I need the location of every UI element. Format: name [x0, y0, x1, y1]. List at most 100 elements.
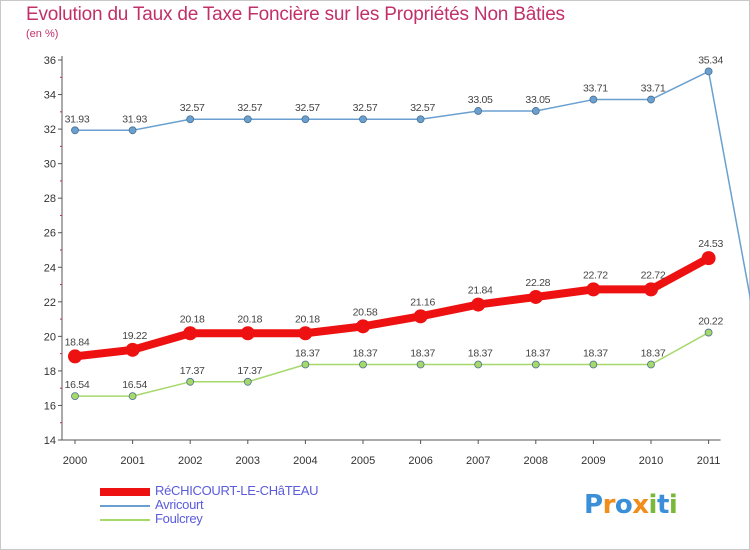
- series-line-0: [71, 254, 713, 361]
- legend-label-rechicourt: RéCHICOURT-LE-CHâTEAU: [155, 483, 319, 498]
- data-label-1-0: 31.93: [65, 113, 90, 125]
- data-label-2-2: 17.37: [180, 365, 205, 377]
- legend-item-foulcrey: Foulcrey: [100, 511, 400, 527]
- data-point-0-9: [586, 282, 601, 297]
- data-label-2-1: 16.54: [122, 379, 147, 391]
- data-point-2-1: [128, 392, 137, 401]
- data-point-0-5: [356, 319, 370, 334]
- legend-swatch-avricourt: [100, 505, 150, 507]
- data-label-2-11: 20.22: [698, 316, 723, 328]
- logo-letter: r: [602, 490, 616, 520]
- y-tick-label: 16: [44, 400, 56, 412]
- x-tick-label: 2006: [408, 455, 432, 467]
- data-label-0-10: 22.72: [641, 269, 666, 281]
- x-tick-label: 2003: [236, 455, 260, 467]
- y-tick-label: 36: [44, 55, 56, 67]
- data-label-2-0: 16.54: [65, 379, 90, 391]
- series-layer: [68, 67, 750, 401]
- data-point-0-7: [471, 297, 486, 312]
- legend-item-rechicourt: RéCHICOURT-LE-CHâTEAU: [100, 483, 400, 499]
- data-label-2-5: 18.37: [353, 348, 378, 360]
- y-tick-label: 30: [44, 159, 56, 171]
- data-label-1-11: 35.34: [698, 54, 723, 66]
- data-point-0-0: [68, 349, 82, 364]
- axes: 14 16 18 20 22 24 26 28 30 32 34 36 2000 2001 2002 2003…: [44, 55, 721, 467]
- y-tick-label: 18: [44, 366, 56, 378]
- data-label-0-8: 22.28: [525, 277, 550, 289]
- data-label-2-6: 18.37: [410, 348, 435, 360]
- data-label-0-9: 22.72: [583, 269, 608, 281]
- data-point-1-3: [243, 115, 252, 124]
- legend-item-avricourt: Avricourt: [100, 497, 400, 513]
- data-point-1-10: [647, 95, 655, 104]
- data-point-1-1: [128, 126, 137, 135]
- legend-swatch-rechicourt: [100, 488, 150, 496]
- unit-label: (en %): [26, 28, 59, 40]
- data-point-2-3: [243, 377, 252, 386]
- data-label-0-0: 18.84: [65, 336, 90, 348]
- data-label-2-9: 18.37: [583, 348, 608, 360]
- x-tick-label: 2009: [581, 455, 605, 467]
- data-point-1-6: [416, 115, 425, 124]
- data-point-0-8: [528, 289, 543, 304]
- logo-letter: i: [668, 490, 678, 520]
- x-tick-label: 2011: [697, 455, 721, 467]
- y-tick-label: 32: [44, 124, 56, 136]
- data-label-1-3: 32.57: [237, 102, 262, 114]
- data-label-2-7: 18.37: [468, 348, 493, 360]
- data-point-2-5: [359, 360, 367, 369]
- data-label-2-4: 18.37: [295, 348, 320, 360]
- data-label-0-7: 21.84: [468, 285, 493, 297]
- data-label-1-8: 33.05: [525, 94, 550, 106]
- data-label-1-6: 32.57: [410, 102, 435, 114]
- data-label-1-5: 32.57: [353, 102, 378, 114]
- data-point-0-1: [125, 342, 140, 357]
- x-tick-label: 2004: [293, 455, 317, 467]
- series-line-2: [74, 331, 710, 397]
- data-label-1-7: 33.05: [468, 94, 493, 106]
- data-point-1-4: [301, 115, 310, 124]
- data-label-0-4: 20.18: [295, 313, 320, 325]
- y-tick-label: 20: [44, 331, 56, 343]
- data-label-0-3: 20.18: [237, 313, 262, 325]
- data-label-1-4: 32.57: [295, 102, 320, 114]
- data-label-1-2: 32.57: [180, 102, 205, 114]
- data-point-2-8: [531, 360, 540, 369]
- data-point-0-10: [644, 282, 658, 297]
- data-label-1-10: 33.71: [641, 83, 666, 95]
- data-point-2-11: [704, 328, 713, 337]
- legend: RéCHICOURT-LE-CHâTEAU Avricourt Foulcrey: [100, 483, 400, 527]
- data-point-1-5: [359, 115, 367, 124]
- data-point-2-9: [589, 360, 598, 369]
- data-point-0-3: [240, 326, 255, 341]
- y-tick-label: 22: [44, 297, 56, 309]
- x-tick-label: 2002: [178, 455, 202, 467]
- x-tick-label: 2001: [120, 455, 144, 467]
- y-tick-label: 34: [44, 90, 56, 102]
- data-point-2-10: [647, 360, 655, 369]
- data-label-2-8: 18.37: [525, 348, 550, 360]
- logo-letter: t: [656, 490, 669, 520]
- legend-label-avricourt: Avricourt: [155, 497, 204, 512]
- data-point-0-4: [298, 326, 313, 341]
- legend-swatch-foulcrey: [100, 519, 150, 521]
- data-point-1-8: [531, 107, 540, 115]
- data-label-2-10: 18.37: [641, 348, 666, 360]
- data-point-1-2: [186, 115, 195, 124]
- data-label-0-6: 21.16: [410, 296, 435, 308]
- x-tick-label: 2010: [639, 455, 663, 467]
- data-point-1-9: [589, 95, 598, 104]
- legend-label-foulcrey: Foulcrey: [155, 511, 203, 526]
- data-label-0-1: 19.22: [122, 330, 147, 342]
- data-label-1-9: 33.71: [583, 83, 608, 95]
- data-point-2-7: [474, 360, 483, 369]
- chart-title: Evolution du Taux de Taxe Foncière sur l…: [26, 4, 565, 25]
- y-tick-label: 26: [44, 228, 56, 240]
- data-label-2-3: 17.37: [237, 365, 262, 377]
- data-point-2-0: [71, 392, 79, 401]
- data-label-0-11: 24.53: [698, 238, 723, 250]
- data-label-layer: 16.54 16.54 17.37 17.37 18.37 18.37 18.37 18.37…: [65, 54, 724, 391]
- logo-letter: i: [648, 490, 658, 520]
- data-point-2-4: [301, 360, 310, 369]
